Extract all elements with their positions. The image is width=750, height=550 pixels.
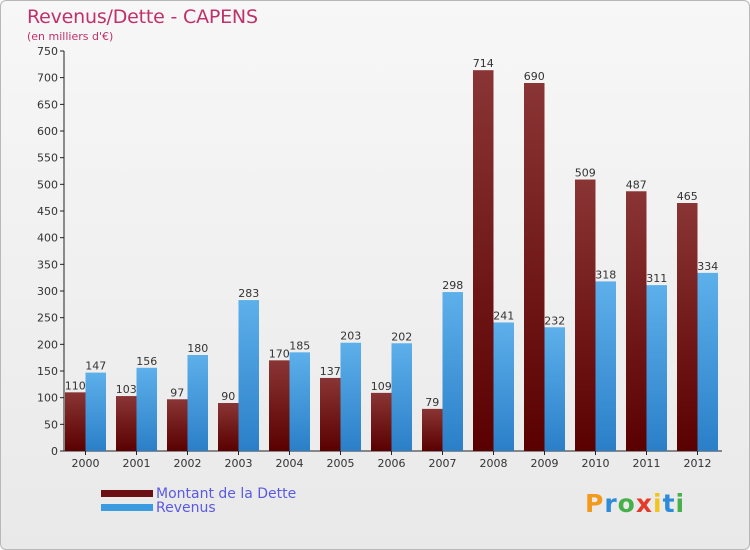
- value-label-debt: 90: [221, 390, 235, 403]
- x-tick-label: 2009: [531, 457, 559, 470]
- bar-revenus: [85, 372, 106, 451]
- value-label-revenus: 311: [646, 272, 667, 285]
- value-label-debt: 79: [425, 396, 439, 409]
- y-tick-label: 300: [37, 285, 58, 298]
- logo-letter: i: [653, 489, 663, 518]
- value-label-debt: 137: [320, 365, 341, 378]
- y-tick-label: 750: [37, 45, 58, 58]
- y-tick-label: 700: [37, 72, 58, 85]
- value-label-revenus: 185: [289, 339, 310, 352]
- value-label-debt: 465: [677, 190, 698, 203]
- x-tick-label: 2010: [582, 457, 610, 470]
- bar-debt: [524, 83, 545, 451]
- y-tick-label: 650: [37, 98, 58, 111]
- x-tick-label: 2004: [276, 457, 304, 470]
- y-tick-label: 100: [37, 392, 58, 405]
- x-tick-label: 2003: [225, 457, 253, 470]
- value-label-debt: 109: [371, 380, 392, 393]
- bar-revenus: [187, 355, 208, 451]
- y-tick-label: 200: [37, 338, 58, 351]
- y-tick-label: 150: [37, 365, 58, 378]
- logo-letter: t: [662, 489, 676, 518]
- bars: [65, 70, 718, 452]
- logo-letter: x: [635, 489, 653, 518]
- x-tick-label: 2006: [378, 457, 406, 470]
- x-tick-label: 2002: [174, 457, 202, 470]
- bar-revenus: [697, 272, 718, 451]
- bar-debt: [677, 203, 698, 451]
- value-label-revenus: 202: [391, 330, 412, 343]
- bar-revenus: [544, 327, 565, 451]
- bar-debt: [473, 70, 494, 451]
- value-label-revenus: 156: [136, 355, 157, 368]
- bar-revenus: [391, 343, 412, 451]
- legend-swatch-revenus: [101, 504, 153, 511]
- value-label-revenus: 283: [238, 287, 259, 300]
- value-label-debt: 110: [65, 379, 86, 392]
- value-label-revenus: 241: [493, 309, 514, 322]
- x-tick-label: 2000: [72, 457, 100, 470]
- value-label-debt: 509: [575, 167, 596, 180]
- logo-letter: o: [617, 489, 636, 518]
- value-label-debt: 714: [473, 57, 494, 70]
- y-tick-label: 0: [51, 445, 58, 458]
- value-label-debt: 690: [524, 70, 545, 83]
- bar-revenus: [136, 367, 157, 451]
- y-tick-label: 550: [37, 152, 58, 165]
- bar-debt: [575, 179, 596, 452]
- x-tick-label: 2011: [633, 457, 661, 470]
- bar-debt: [371, 392, 392, 451]
- bar-revenus: [442, 292, 463, 451]
- bar-debt: [422, 408, 443, 451]
- value-label-revenus: 318: [595, 268, 616, 281]
- logo-letter: r: [604, 489, 618, 518]
- value-label-revenus: 147: [85, 360, 106, 373]
- x-tick-label: 2001: [123, 457, 151, 470]
- bar-revenus: [238, 300, 259, 451]
- bar-revenus: [493, 322, 514, 451]
- bar-debt: [218, 403, 239, 451]
- y-tick-label: 400: [37, 232, 58, 245]
- legend-swatch-debt: [101, 490, 153, 497]
- bar-revenus: [595, 281, 616, 451]
- value-label-revenus: 180: [187, 342, 208, 355]
- value-label-revenus: 203: [340, 330, 361, 343]
- y-tick-label: 600: [37, 125, 58, 138]
- x-tick-label: 2012: [684, 457, 712, 470]
- y-tick-label: 500: [37, 178, 58, 191]
- bar-revenus: [289, 352, 310, 451]
- bar-debt: [320, 377, 341, 451]
- value-label-revenus: 232: [544, 314, 565, 327]
- value-label-debt: 487: [626, 178, 647, 191]
- bar-debt: [269, 360, 290, 451]
- value-label-revenus: 298: [442, 279, 463, 292]
- y-tick-label: 250: [37, 312, 58, 325]
- bar-revenus: [646, 285, 667, 451]
- chart-subtitle: (en milliers d'€): [27, 30, 114, 43]
- value-label-debt: 97: [170, 386, 184, 399]
- x-tick-label: 2008: [480, 457, 508, 470]
- bar-debt: [65, 392, 86, 451]
- y-tick-label: 450: [37, 205, 58, 218]
- legend-label-debt: Montant de la Dette: [156, 486, 297, 502]
- y-tick-label: 350: [37, 258, 58, 271]
- value-label-debt: 170: [269, 347, 290, 360]
- x-tick-label: 2005: [327, 457, 355, 470]
- bar-revenus: [340, 342, 361, 451]
- legend-label-revenus: Revenus: [156, 500, 216, 516]
- x-tick-label: 2007: [429, 457, 457, 470]
- logo-letter: P: [585, 489, 605, 518]
- proxiti-logo: Proxiti: [585, 489, 685, 518]
- bar-debt: [167, 399, 188, 451]
- bar-debt: [626, 191, 647, 451]
- value-label-debt: 103: [116, 383, 137, 396]
- logo-letter: i: [675, 489, 686, 518]
- value-label-revenus: 334: [697, 260, 718, 273]
- y-tick-label: 50: [44, 418, 58, 431]
- bar-debt: [116, 396, 137, 451]
- chart-title: Revenus/Dette - CAPENS: [27, 6, 258, 28]
